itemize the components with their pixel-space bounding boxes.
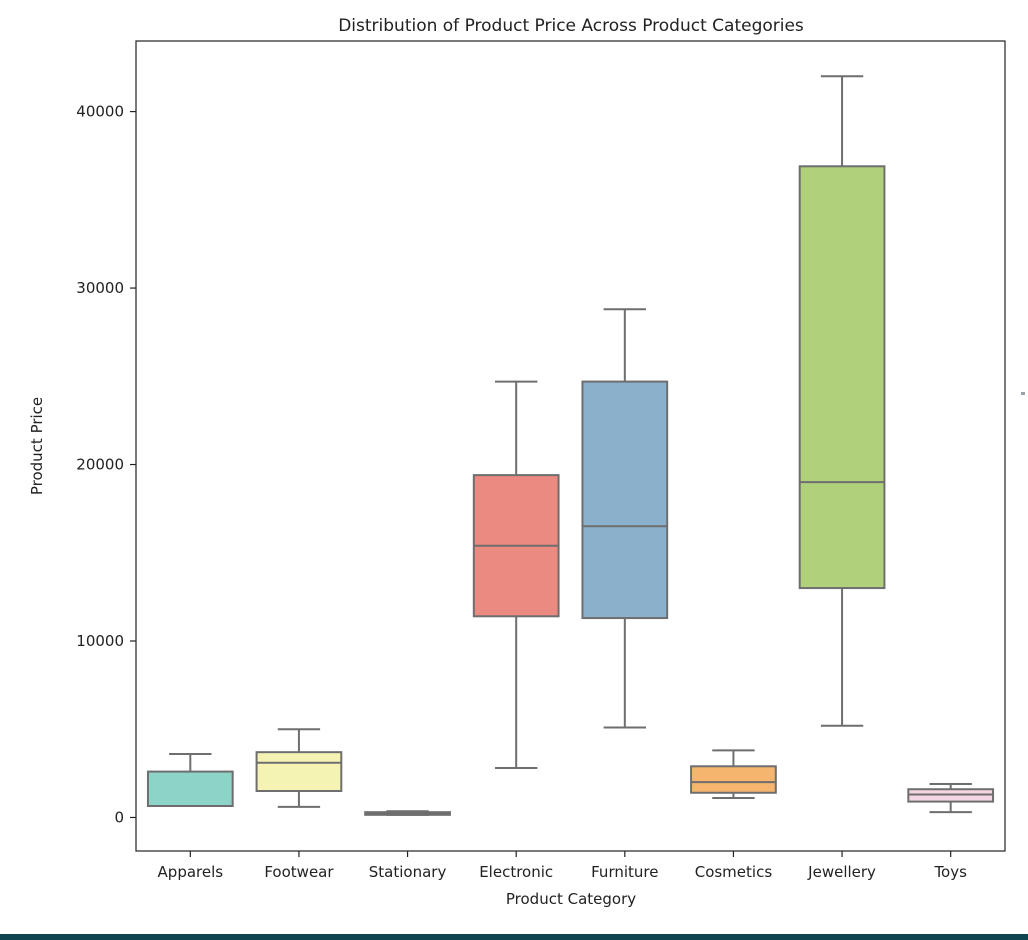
x-tick-label: Footwear bbox=[264, 863, 334, 881]
box-group-jewellery bbox=[798, 75, 886, 727]
x-axis-label: Product Category bbox=[506, 890, 636, 908]
x-tick-label: Jewellery bbox=[807, 863, 876, 881]
y-axis-label: Product Price bbox=[28, 397, 46, 495]
box-furniture bbox=[581, 380, 669, 620]
box-group-toys bbox=[907, 782, 995, 814]
boxes-layer bbox=[146, 75, 995, 816]
x-tick-label: Stationary bbox=[369, 863, 447, 881]
x-tick-label: Cosmetics bbox=[695, 863, 773, 881]
y-axis: 0 10000 20000 30000 40000 bbox=[76, 103, 136, 826]
y-tick-label: 30000 bbox=[76, 279, 124, 297]
box-footwear bbox=[255, 751, 343, 792]
x-tick-label: Apparels bbox=[158, 863, 224, 881]
y-tick-label: 10000 bbox=[76, 632, 124, 650]
box-jewellery bbox=[798, 165, 886, 590]
x-tick-label: Electronic bbox=[479, 863, 553, 881]
box-group-footwear bbox=[255, 728, 343, 808]
y-tick-label: 40000 bbox=[76, 103, 124, 121]
box-group-apparels bbox=[146, 752, 234, 808]
x-tick-label: Furniture bbox=[591, 863, 658, 881]
x-axis: Apparels Footwear Stationary Electronic Furn… bbox=[158, 851, 967, 881]
box-cosmetics bbox=[690, 765, 777, 794]
chart-title: Distribution of Product Price Across Pro… bbox=[338, 16, 804, 36]
x-tick-label: Toys bbox=[933, 863, 967, 881]
box-apparels bbox=[146, 770, 234, 808]
y-tick-label: 20000 bbox=[76, 456, 124, 474]
edge-mark bbox=[1021, 392, 1025, 395]
y-tick-label: 0 bbox=[114, 808, 124, 826]
plot-frame bbox=[135, 40, 1006, 852]
box-group-electronic bbox=[472, 380, 560, 770]
box-group-cosmetics bbox=[690, 749, 777, 800]
footer-bar bbox=[0, 934, 1028, 940]
box-group-stationary bbox=[364, 810, 451, 816]
box-group-furniture bbox=[581, 308, 669, 729]
